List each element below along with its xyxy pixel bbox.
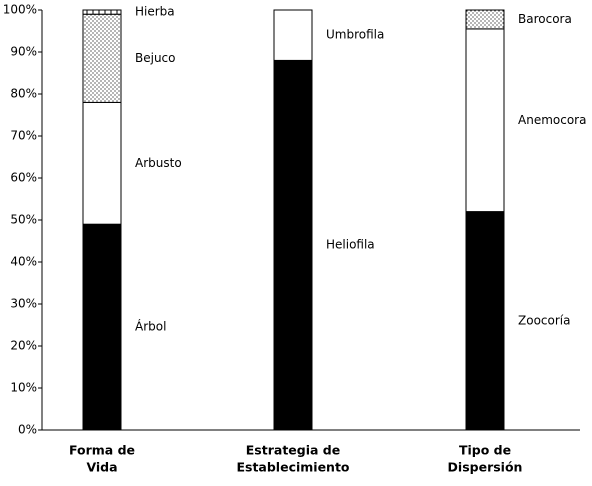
segment-label: Anemocora [518, 113, 586, 127]
y-tick-label: 20% [10, 339, 37, 353]
bar-segment [82, 13, 122, 103]
y-tick-label: 100% [3, 3, 37, 17]
x-tick-label: Establecimiento [236, 460, 349, 475]
y-tick-label: 0% [18, 423, 37, 437]
segment-label: Umbrofila [326, 28, 384, 42]
x-tick-label: Vida [86, 460, 117, 475]
y-tick-label: 10% [10, 381, 37, 395]
bar-segment [82, 9, 122, 15]
y-tick-label: 70% [10, 129, 37, 143]
x-tick-label: Estrategia de [246, 443, 340, 458]
bar-segment [465, 211, 505, 431]
bar-segment [82, 101, 122, 225]
bar-segment [273, 9, 313, 61]
segment-label: Arbusto [135, 156, 182, 170]
bar-segment [465, 9, 505, 30]
x-tick-label: Dispersión [448, 460, 523, 475]
y-tick-label: 60% [10, 171, 37, 185]
y-tick-label: 40% [10, 255, 37, 269]
segment-label: Heliofila [326, 238, 375, 252]
segment-label: Bejuco [135, 51, 176, 65]
segment-label: Zoocoría [518, 313, 570, 327]
x-tick-label: Tipo de [459, 443, 511, 458]
segment-label: Árbol [135, 319, 166, 334]
y-tick-label: 50% [10, 213, 37, 227]
bar-segment [273, 59, 313, 431]
y-tick-label: 90% [10, 45, 37, 59]
x-tick-label: Forma de [69, 443, 135, 458]
bar-segment [465, 28, 505, 213]
segment-label: Hierba [135, 5, 175, 19]
y-tick-label: 80% [10, 87, 37, 101]
bar-segment [82, 223, 122, 431]
segment-label: Barocora [518, 12, 572, 26]
y-tick-label: 30% [10, 297, 37, 311]
